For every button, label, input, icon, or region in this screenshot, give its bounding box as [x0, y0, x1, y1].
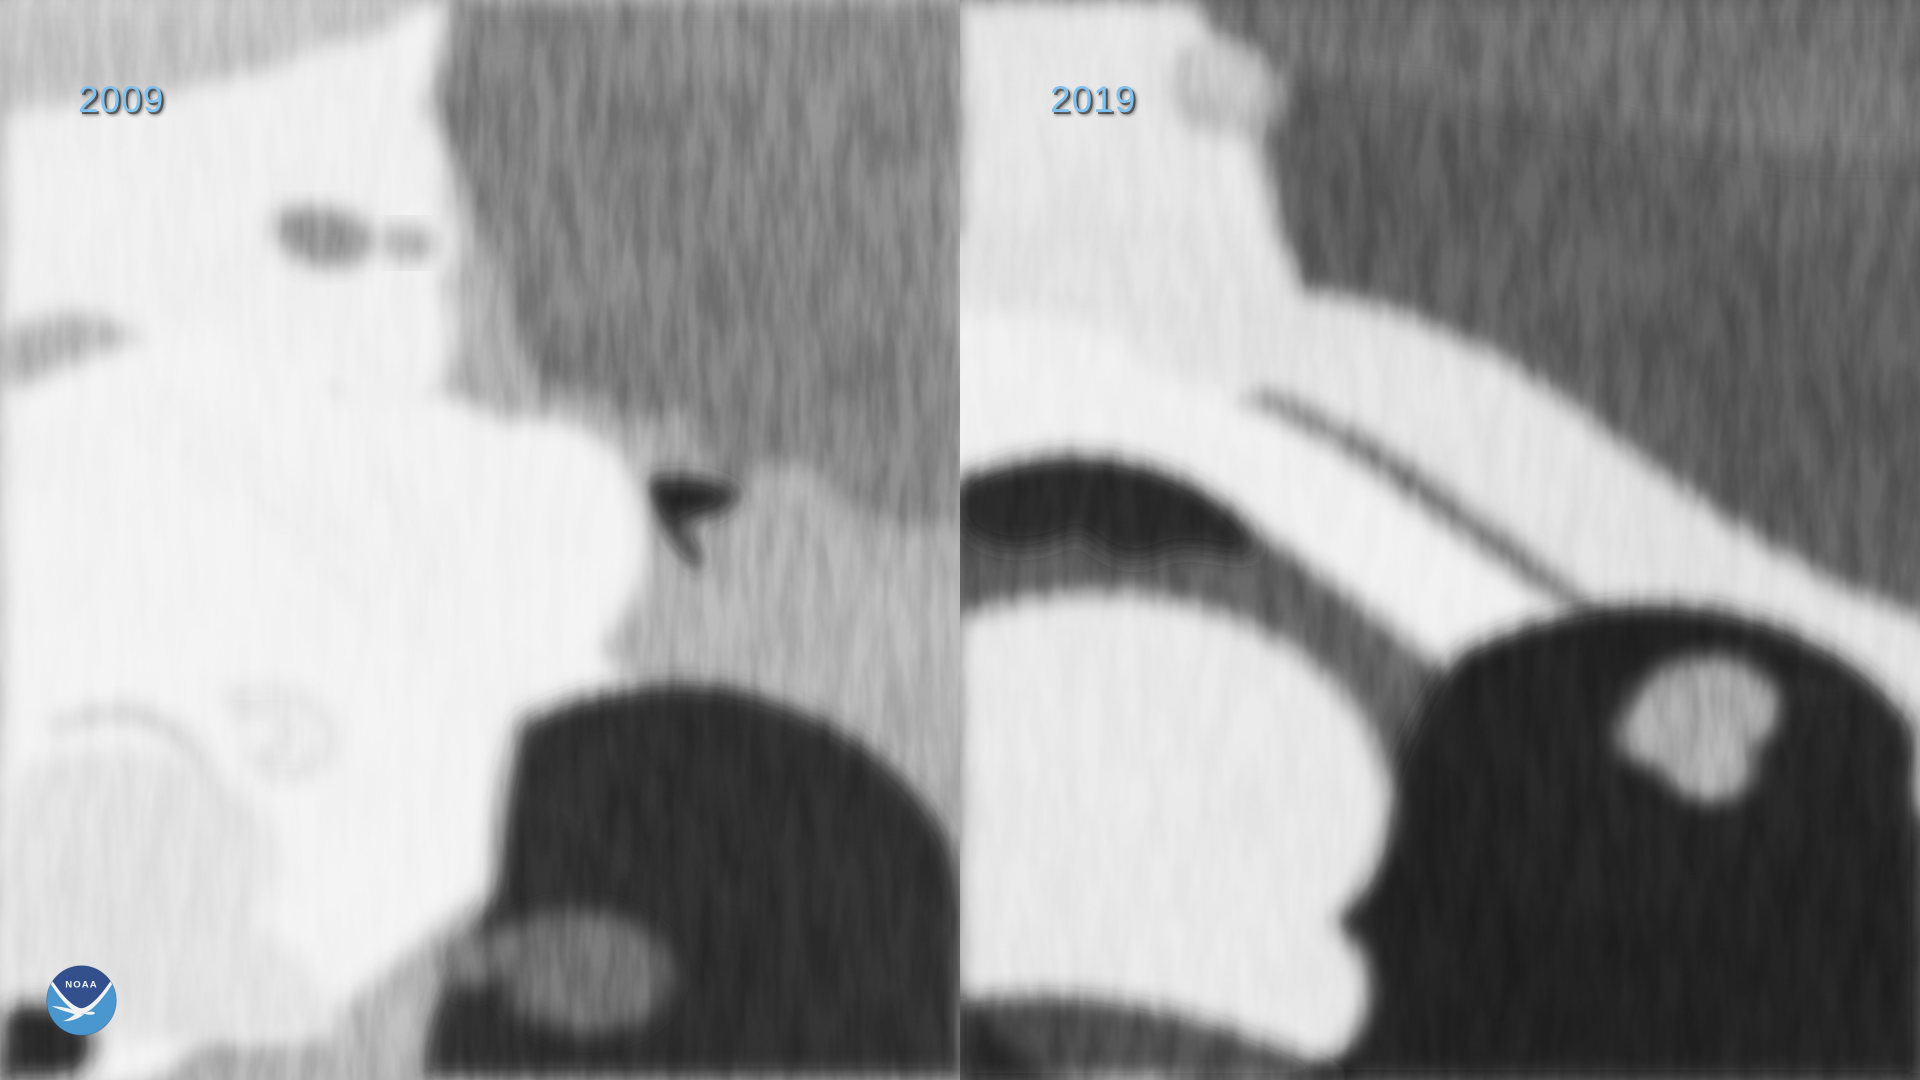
svg-text:NOAA: NOAA: [65, 980, 97, 991]
